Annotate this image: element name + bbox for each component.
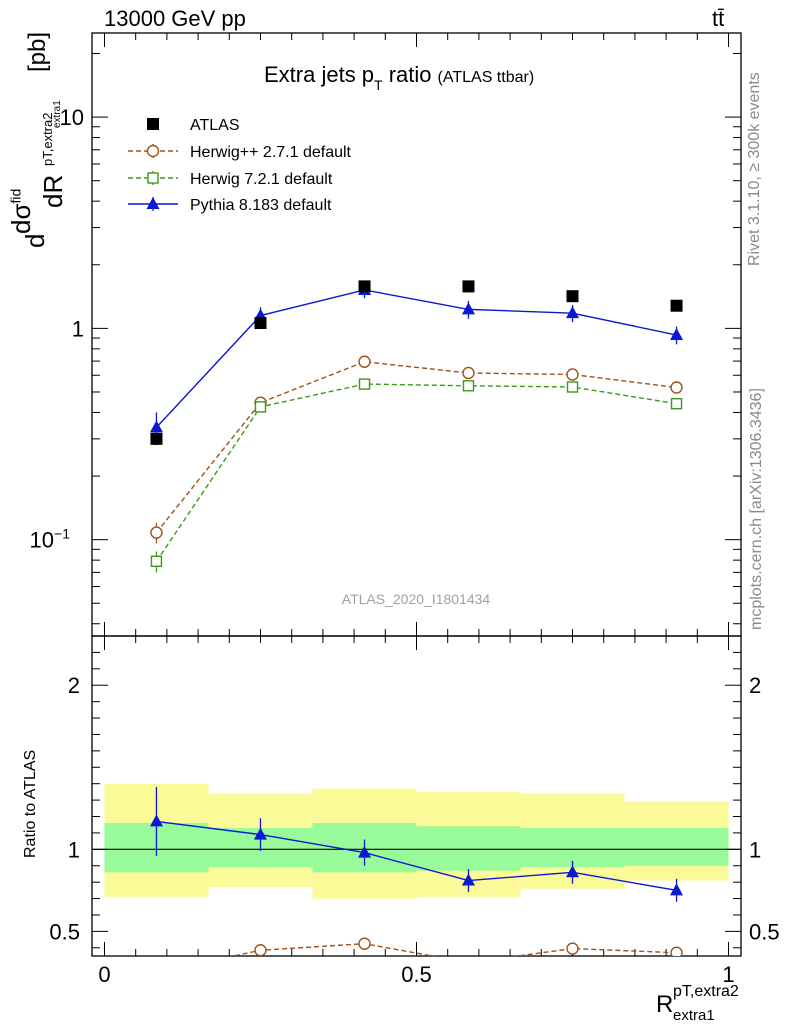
ratio-line-pythia (156, 820, 677, 892)
ratio-y-axis-label: Ratio to ATLAS (22, 749, 39, 858)
legend-entry-pythia: Pythia 8.183 default (128, 197, 332, 214)
point-atlas (150, 432, 163, 445)
mcplots-source-label: mcplots.cern.ch [arXiv:1306.3436] (748, 388, 765, 630)
ratio-y-tick-label-right: 2 (749, 673, 761, 698)
y-label-fid: fid (7, 188, 24, 204)
point-herwig7 (670, 398, 683, 410)
ratio-point-herwig-pp (463, 957, 474, 968)
y-label-dR: dR (38, 174, 68, 208)
point-herwig7 (150, 555, 163, 567)
legend-entry-herwig-pp: Herwig++ 2.7.1 default (128, 144, 352, 161)
ratio-line-herwig-pp (230, 942, 677, 956)
legend-entry-herwig7: Herwig 7.2.1 default (128, 171, 333, 188)
point-pythia (566, 306, 580, 319)
point-herwig7 (566, 381, 579, 393)
y-tick-label: 10−1 (30, 526, 71, 553)
y-label-sigma: dσ (6, 203, 36, 234)
ratio-point-herwig-pp (151, 967, 162, 978)
ratio-point-pythia (461, 873, 475, 886)
x-tick-label: 0 (98, 962, 110, 987)
ratio-series-herwig-pp (151, 937, 683, 978)
legend-marker-herwig7 (147, 172, 159, 184)
point-atlas (670, 299, 683, 312)
ratio-point-herwig-pp (358, 937, 371, 950)
point-herwig7 (358, 378, 371, 390)
point-atlas (254, 317, 267, 330)
x-axis-label: R (656, 991, 673, 1018)
ratio-point-herwig-pp (254, 944, 267, 956)
y-label-d: d (20, 233, 50, 248)
point-herwig-pp (670, 381, 683, 394)
point-herwig7 (462, 380, 475, 392)
legend-label-herwig7: Herwig 7.2.1 default (190, 171, 333, 188)
ratio-point-pythia (358, 845, 372, 858)
rivet-version-label: Rivet 3.1.10, ≥ 300k events (746, 72, 763, 266)
point-herwig-pp (358, 355, 371, 368)
x-tick-label: 1 (722, 962, 734, 987)
legend-marker-pythia (146, 197, 160, 209)
legend-entry-atlas: ATLAS (147, 117, 240, 134)
point-atlas (358, 280, 371, 293)
point-pythia (461, 302, 475, 315)
series-line-herwig-pp (155, 361, 677, 534)
y-label-unit: [pb] (24, 31, 51, 72)
legend-label-atlas: ATLAS (190, 117, 240, 134)
y-tick-label: 10 (60, 105, 84, 130)
point-atlas (462, 280, 475, 293)
legend-marker-herwig-pp (146, 144, 160, 158)
x-tick-label: 0.5 (401, 962, 432, 987)
ratio-y-tick-label-right: 1 (749, 837, 761, 862)
y-label-dR-sub2: extra1 (52, 100, 63, 128)
series-herwig7 (150, 378, 683, 573)
ratio-y-tick-label: 0.5 (49, 919, 80, 944)
ratio-point-herwig-pp (670, 946, 683, 956)
ratio-y-tick-label: 2 (68, 673, 80, 698)
series-pythia (149, 282, 684, 446)
series-line-herwig7 (155, 383, 677, 562)
ratio-band-inner (624, 828, 729, 866)
point-atlas (566, 290, 579, 303)
point-herwig-pp (462, 366, 475, 380)
header-process-label: tt̄ (712, 6, 725, 31)
ratio-point-pythia (149, 814, 163, 827)
series-line-pythia (155, 289, 677, 428)
legend-marker-atlas (147, 118, 159, 130)
ratio-band-inner (416, 826, 521, 871)
ratio-series-pythia (149, 786, 684, 902)
x-axis-label-sup: pT,extra2 (673, 983, 739, 1000)
ratio-y-tick-label-right: 0.5 (749, 919, 780, 944)
ratio-point-pythia (253, 827, 267, 840)
point-pythia (670, 328, 684, 341)
ratio-point-pythia (566, 865, 580, 878)
series-atlas (150, 280, 683, 445)
ratio-point-pythia (670, 883, 684, 896)
point-herwig-pp (566, 368, 579, 381)
chart-title: Extra jets pT ratio (ATLAS ttbar) (264, 62, 534, 93)
point-herwig7 (254, 401, 267, 413)
ratio-y-tick-label: 1 (68, 837, 80, 862)
analysis-label: ATLAS_2020_I1801434 (342, 591, 491, 607)
y-tick-label: 1 (72, 316, 84, 341)
x-axis-label-sub: extra1 (673, 1007, 715, 1024)
legend-label-herwig-pp: Herwig++ 2.7.1 default (190, 144, 352, 161)
ratio-point-herwig-pp (566, 942, 579, 955)
point-herwig-pp (150, 526, 163, 539)
legend-label-pythia: Pythia 8.183 default (190, 197, 332, 214)
point-pythia (149, 420, 163, 433)
header-beam-label: 13000 GeV pp (104, 6, 246, 31)
